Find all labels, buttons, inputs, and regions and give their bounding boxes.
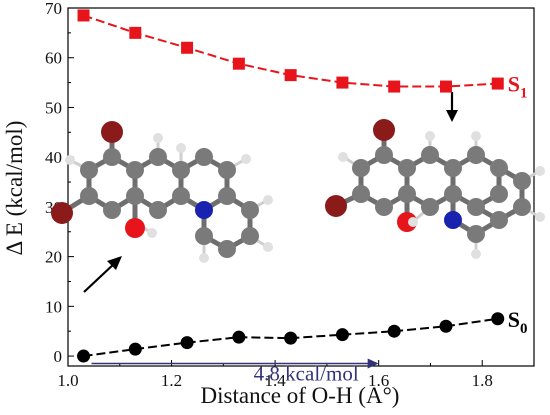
data-point-s0 (77, 349, 91, 363)
data-point-s1 (336, 76, 349, 89)
annotation-arrow-head (367, 358, 379, 369)
data-point-s0 (128, 342, 142, 356)
x-tick-label: 1.6 (368, 371, 389, 390)
x-tick-label: 1.4 (264, 371, 286, 390)
series-label-s0: S0 (508, 307, 528, 337)
data-point-s1 (491, 77, 504, 90)
y-tick-label: 70 (45, 0, 62, 18)
data-point-s1 (77, 9, 90, 22)
data-point-s1 (181, 41, 194, 54)
data-point-s0 (284, 331, 298, 345)
pointer-arrow-s0 (83, 256, 122, 293)
series-label-s1: S1 (508, 72, 528, 102)
y-tick-label: 50 (45, 98, 62, 117)
data-point-s0 (180, 336, 194, 350)
x-tick-label: 1.8 (472, 371, 493, 390)
y-axis-title: Δ E (kcal/mol) (2, 121, 27, 256)
y-tick-label: 0 (54, 347, 63, 366)
y-tick-label: 60 (45, 49, 62, 68)
x-axis-title: Distance of O-H (A°) (201, 383, 400, 408)
y-axis: 010203040506070 (45, 0, 74, 366)
series-layer (77, 9, 505, 363)
data-point-s0 (232, 330, 246, 344)
y-tick-label: 40 (45, 148, 62, 167)
data-point-s1 (388, 80, 401, 93)
data-point-s1 (129, 26, 142, 39)
molecule-s0-structure-icon (51, 121, 273, 263)
x-tick-label: 1.2 (161, 371, 182, 390)
plot-frame (67, 7, 535, 367)
data-point-s0 (335, 328, 349, 342)
data-point-s0 (491, 312, 505, 326)
series-labels: S1 S0 (508, 72, 528, 337)
data-point-s1 (284, 69, 297, 82)
data-point-s1 (232, 57, 245, 70)
data-point-s0 (387, 324, 401, 338)
energy-gap-annotation: 4.8 kcal/mol (91, 358, 379, 386)
annotation-label: 4.8 kcal/mol (254, 362, 359, 386)
y-tick-label: 10 (45, 297, 62, 316)
data-point-s1 (439, 80, 452, 93)
pointer-arrow-s1 (446, 92, 458, 122)
molecule-s1-structure-icon (325, 119, 545, 259)
y-tick-label: 20 (45, 248, 62, 267)
data-point-s0 (439, 319, 453, 333)
x-tick-label: 1.0 (57, 371, 78, 390)
x-axis: 1.0 1.2 1.4 1.6 1.8 (57, 360, 493, 390)
